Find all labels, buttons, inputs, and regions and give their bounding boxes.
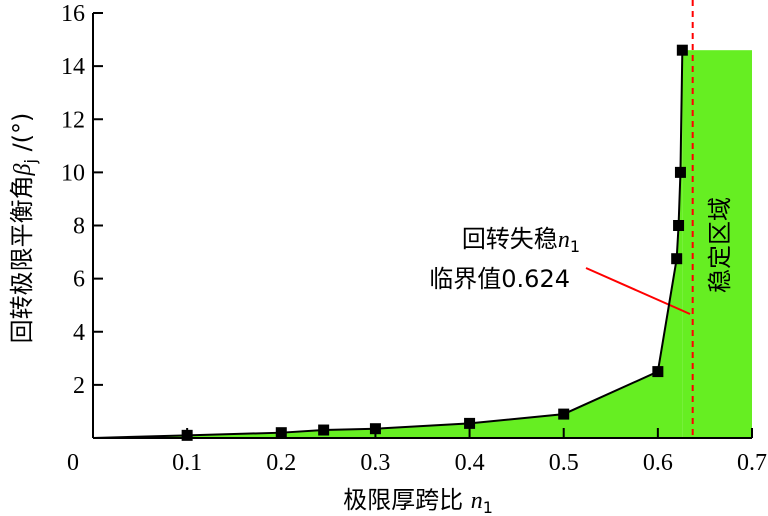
y-axis-title-text: 回转极限平衡角 [8, 175, 36, 343]
y-axis-title: 回转极限平衡角βj /(°) [8, 113, 40, 344]
x-axis-title-text: 极限厚跨比 [343, 486, 471, 514]
critical-layer [585, 0, 694, 438]
x-tick-label: 0.4 [455, 450, 485, 476]
x-axis-title: 极限厚跨比 n1 [343, 486, 493, 516]
y-tick-label: 2 [73, 373, 85, 399]
critical-leader-line [585, 267, 691, 315]
critical-label-var: n [558, 227, 570, 253]
x-tick-label: 0.1 [172, 450, 202, 476]
x-axis-title-sub: 1 [483, 498, 493, 516]
data-point [674, 166, 686, 178]
series-layer [92, 44, 688, 441]
data-point [673, 220, 685, 231]
origin-label: 0 [67, 450, 79, 476]
x-tick-label: 0.5 [549, 450, 579, 476]
data-point [652, 366, 664, 378]
data-point [318, 424, 330, 436]
y-axis-title-sub: j [21, 159, 40, 164]
x-axis-title-var: n [471, 488, 483, 514]
y-axis-title-var: β [10, 163, 36, 176]
y-tick-label: 10 [61, 160, 85, 186]
area-under-curve [93, 50, 683, 438]
critical-label-text: 回转失稳 [462, 225, 558, 253]
series-line [92, 50, 684, 439]
y-tick-label: 4 [73, 320, 85, 346]
data-point [676, 44, 688, 56]
critical-label-line1: 回转失稳n1 [462, 225, 580, 256]
x-tick-label: 0.6 [643, 450, 673, 476]
data-point [558, 408, 570, 420]
y-axis-title-unit: /(°) [8, 113, 36, 159]
x-tick-label: 0.2 [266, 450, 296, 476]
x-tick-label: 0.7 [737, 450, 767, 476]
critical-label-sub: 1 [570, 237, 580, 256]
y-tick-label: 16 [61, 1, 85, 27]
x-tick-label: 0.3 [360, 450, 390, 476]
fill-layer [93, 50, 752, 438]
data-point [464, 417, 476, 429]
critical-label-line2: 临界值0.624 [429, 265, 570, 293]
stable-region-label: 稳定区域 [706, 197, 734, 293]
y-tick-label: 14 [61, 54, 85, 80]
data-point [671, 253, 683, 265]
y-tick-label: 6 [73, 267, 85, 293]
stable-region-fill [682, 50, 752, 438]
y-tick-label: 12 [61, 107, 85, 133]
y-tick-label: 8 [73, 214, 85, 240]
